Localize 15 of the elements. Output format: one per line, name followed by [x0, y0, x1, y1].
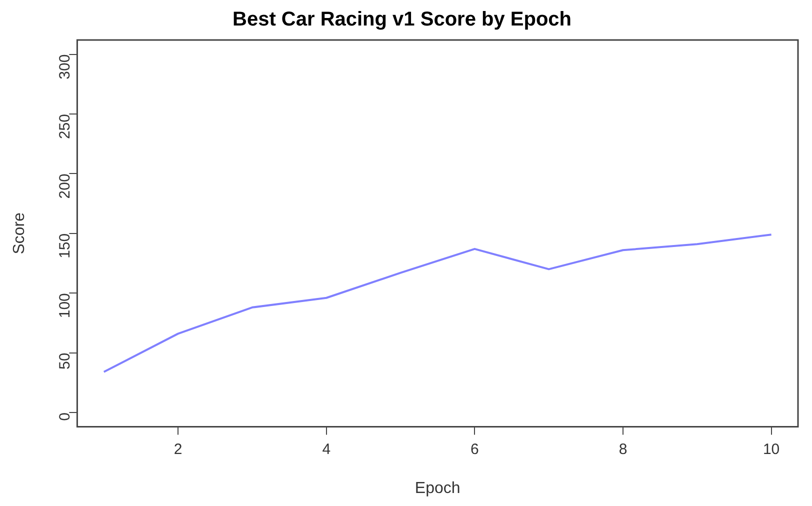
y-tick-label: 100: [56, 293, 74, 318]
x-axis-title: Epoch: [414, 480, 460, 497]
y-tick-label: 150: [56, 233, 74, 258]
x-tick-label: 8: [618, 440, 628, 458]
y-tick-label: 200: [56, 174, 74, 199]
chart-title: Best Car Racing v1 Score by Epoch: [232, 8, 572, 31]
x-tick-label: 2: [174, 440, 182, 458]
y-tick-label: 300: [56, 54, 74, 80]
y-tick-label: 250: [56, 114, 74, 140]
y-axis-title: Score: [11, 212, 28, 254]
y-tick-label: 50: [56, 352, 74, 370]
x-tick-label: 6: [470, 440, 479, 458]
x-tick-label: 4: [322, 440, 331, 458]
x-tick-label: 10: [762, 440, 780, 458]
y-tick-label: 0: [56, 412, 74, 421]
